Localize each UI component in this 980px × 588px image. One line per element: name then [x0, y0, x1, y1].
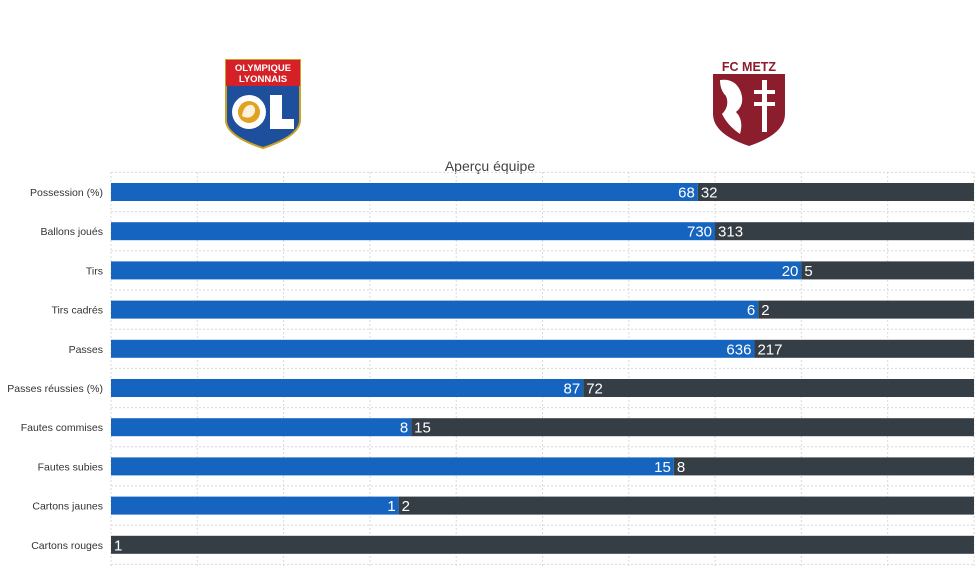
category-label: Ballons joués — [41, 226, 103, 238]
category-label: Passes réussies (%) — [7, 383, 103, 395]
home-value-label: 6 — [747, 302, 755, 319]
chart-title: Aperçu équipe — [444, 158, 536, 174]
home-bar — [111, 261, 802, 280]
away-bar — [673, 457, 974, 476]
away-value-label: 15 — [414, 420, 431, 437]
away-bar — [583, 379, 974, 397]
category-label: Passes — [69, 344, 103, 356]
home-bar — [111, 496, 399, 515]
svg-text:LYONNAIS: LYONNAIS — [239, 74, 287, 85]
home-value-label: 68 — [678, 185, 695, 202]
olympique-lyonnais-logo: OLYMPIQUE LYONNAIS — [225, 59, 301, 150]
away-value-label: 8 — [677, 459, 685, 476]
home-bar — [111, 183, 698, 201]
away-value-label: 32 — [701, 185, 718, 202]
home-value-label: 636 — [726, 341, 751, 358]
away-bar — [411, 418, 974, 437]
home-bar — [111, 457, 674, 476]
away-bar — [398, 496, 975, 515]
away-value-label: 313 — [718, 224, 743, 241]
category-label: Fautes commises — [21, 422, 103, 434]
home-value-label: 15 — [654, 459, 671, 476]
category-label: Tirs — [86, 265, 103, 277]
away-bar — [715, 222, 974, 241]
home-value-label: 8 — [400, 420, 408, 437]
away-value-label: 5 — [804, 263, 812, 280]
home-bar — [111, 418, 412, 437]
away-bar — [697, 183, 974, 201]
home-value-label: 730 — [687, 224, 712, 241]
home-value-label: 1 — [387, 498, 395, 515]
home-bar — [111, 222, 716, 241]
category-label: Cartons rouges — [31, 540, 103, 552]
away-value-label: 72 — [586, 381, 603, 398]
away-bar — [758, 300, 974, 319]
away-value-label: 2 — [402, 498, 410, 515]
home-bar — [111, 379, 584, 397]
svg-text:OLYMPIQUE: OLYMPIQUE — [235, 63, 291, 74]
fc-metz-logo: FC METZ — [713, 58, 785, 146]
home-value-label: 20 — [782, 263, 799, 280]
away-bar — [801, 261, 974, 280]
away-value-label: 2 — [761, 302, 769, 319]
category-label: Fautes subies — [38, 461, 103, 473]
home-value-label: 87 — [564, 381, 581, 398]
away-value-label: 217 — [757, 341, 782, 358]
away-bar — [111, 535, 974, 554]
home-bar — [111, 339, 755, 358]
svg-text:FC METZ: FC METZ — [722, 60, 777, 74]
home-bar — [111, 300, 759, 319]
category-label: Tirs cadrés — [51, 305, 103, 317]
away-bar — [754, 339, 974, 358]
away-value-label: 1 — [114, 537, 122, 554]
category-label: Cartons jaunes — [32, 501, 103, 513]
category-label: Possession (%) — [30, 187, 103, 199]
